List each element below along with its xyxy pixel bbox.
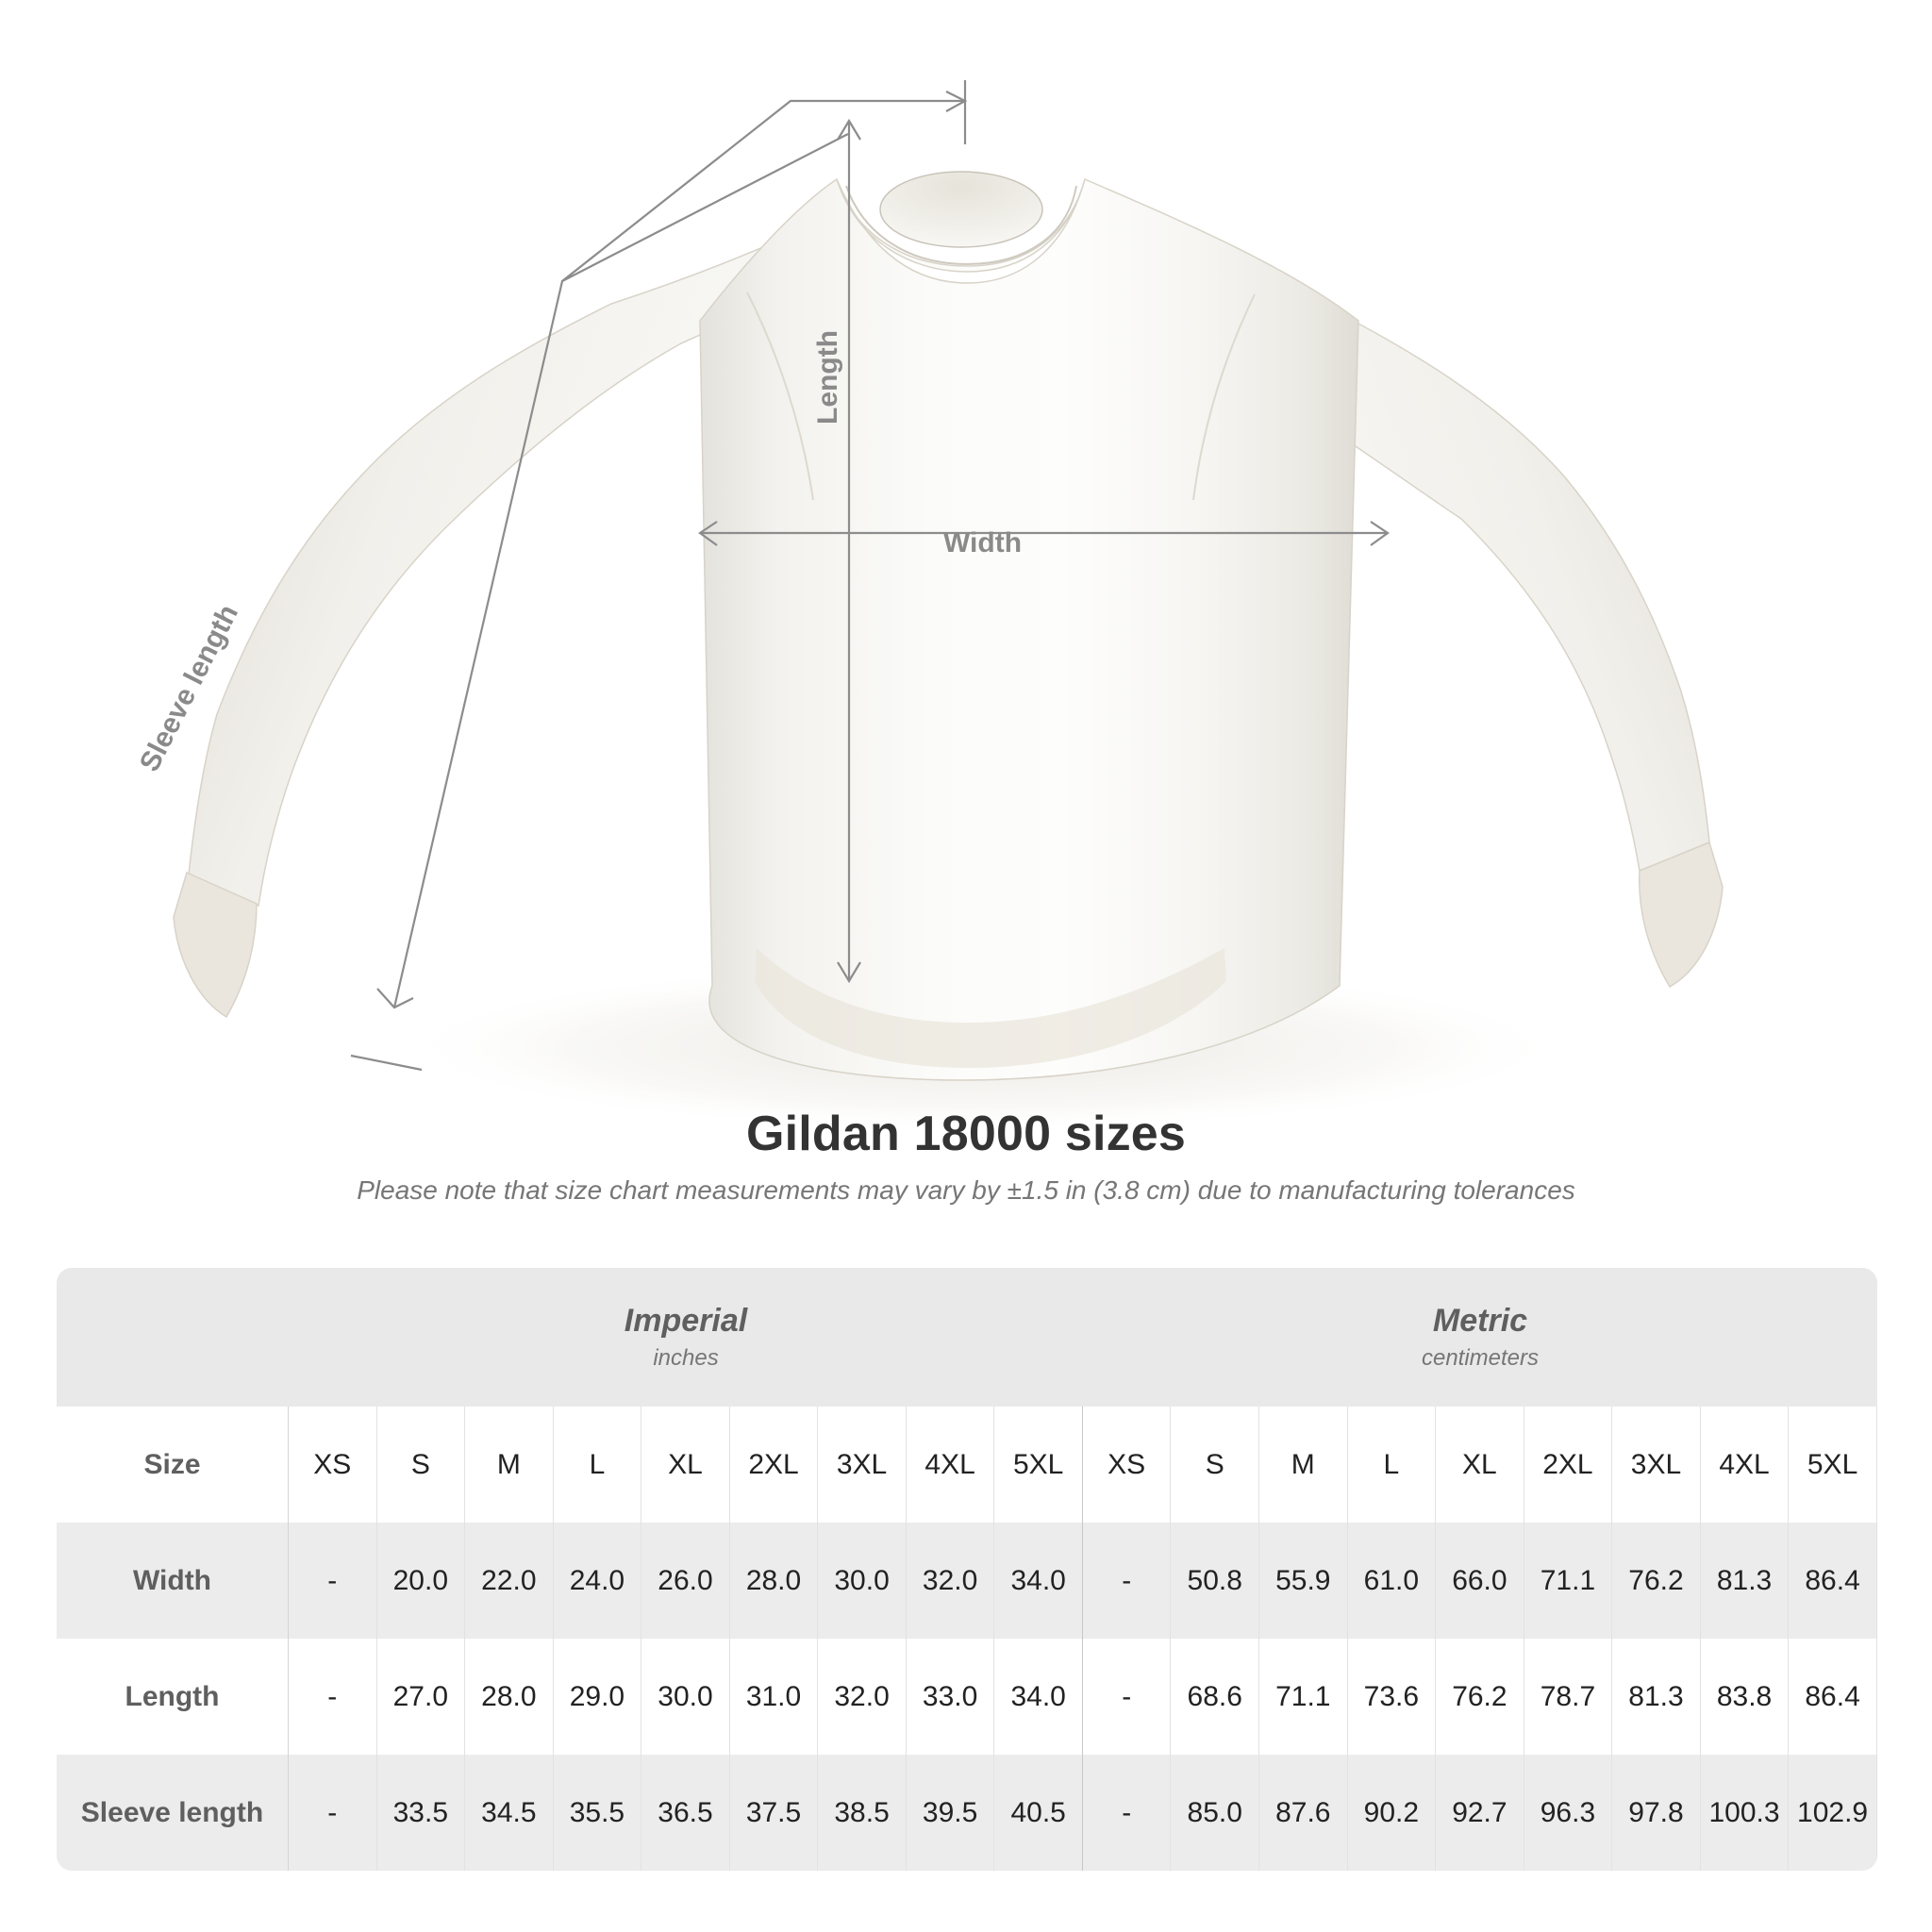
svg-text:Width: Width	[943, 527, 1022, 558]
svg-text:Length: Length	[812, 330, 843, 425]
